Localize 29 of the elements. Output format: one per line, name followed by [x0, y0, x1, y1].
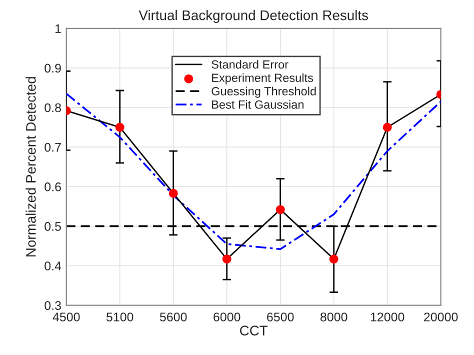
x-tick-label: 6500: [267, 312, 294, 322]
point: [329, 254, 338, 264]
x-tick-label: 20000: [424, 312, 458, 322]
y-tick-label: 1: [56, 24, 61, 33]
x-tick-label: 8000: [320, 312, 348, 322]
x-tick-label: 4500: [52, 312, 80, 322]
x-tick-label: 5600: [160, 312, 187, 322]
x-axis-title: CCT: [240, 326, 268, 336]
y-tick-label: 0.5: [44, 222, 61, 231]
point: [168, 188, 178, 198]
point: [222, 254, 232, 264]
legend-label: Guessing Threshold: [212, 86, 316, 98]
y-tick-label: 0.3: [44, 301, 61, 310]
y-tick-label: 0.7: [44, 142, 61, 152]
legend-label: Best Fit Gaussian: [212, 100, 304, 109]
y-tick-label: 0.8: [44, 103, 61, 112]
x-tick-label: 12000: [370, 312, 404, 322]
x-tick-label: 5100: [106, 312, 134, 322]
point: [382, 122, 392, 132]
x-tick-label: 6000: [214, 312, 240, 322]
y-tick-label: 0.9: [44, 64, 61, 73]
y-axis-title: Normalized Percent Detected: [26, 77, 36, 256]
point: [276, 205, 285, 214]
chart-title: Virtual Background Detection Results: [138, 10, 368, 23]
legend-label: Experiment Results: [212, 73, 314, 84]
legend-label: Standard Error: [212, 60, 288, 69]
y-tick-label: 0.6: [44, 182, 61, 192]
point: [115, 122, 124, 132]
y-tick-label: 0.4: [44, 262, 62, 270]
